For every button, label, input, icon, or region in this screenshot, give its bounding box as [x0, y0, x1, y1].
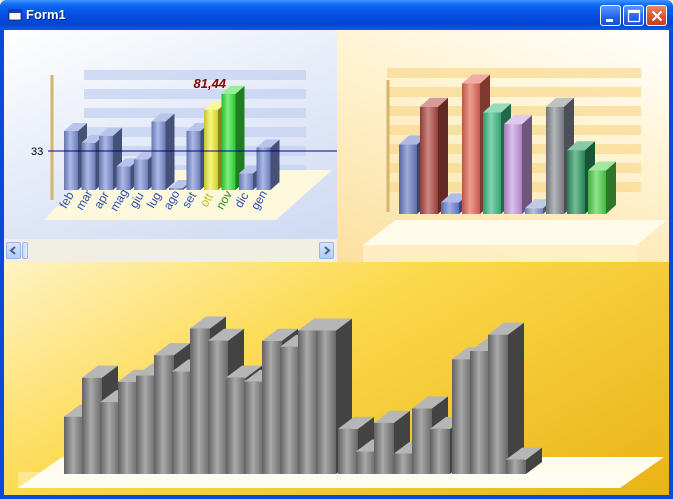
chart-floor	[363, 220, 667, 245]
scroll-right-button[interactable]	[319, 242, 334, 259]
bar-series-2	[420, 97, 448, 214]
chart-top-right	[363, 68, 667, 262]
form-icon[interactable]	[8, 8, 22, 22]
chevron-left-icon	[9, 246, 16, 255]
x-tick-label-giu: giu	[126, 190, 146, 211]
form-client-area: 33 81,44 feb mar apr mag giu lug ago set ott nov dic…	[4, 30, 669, 495]
chart-reflection	[18, 472, 620, 488]
bar-lug	[151, 113, 175, 190]
bar-gen	[256, 139, 280, 190]
data-value-label: 81,44	[194, 76, 227, 91]
x-tick-label-dic: dic	[232, 190, 252, 210]
bar-series-6	[504, 115, 532, 214]
chart-panel-top-right	[337, 30, 669, 262]
chart-reflection	[363, 245, 637, 262]
window-title: Form1	[26, 7, 66, 22]
bar-series-10	[588, 161, 616, 214]
grid-band	[84, 89, 306, 99]
chart-panel-top-left: 33 81,44 feb mar apr mag giu lug ago set ott nov dic…	[4, 30, 337, 262]
grid-band	[84, 108, 306, 118]
scrollbar-thumb[interactable]	[22, 242, 28, 259]
grid-band	[387, 68, 641, 78]
chart-panel-bottom	[4, 262, 669, 495]
close-button[interactable]	[646, 5, 667, 26]
chart-bottom	[18, 316, 664, 488]
chart-top-left: 3381,44febmaraprmaggiulugagosetottnovdic…	[31, 70, 337, 220]
chevron-right-icon	[324, 246, 331, 255]
horizontal-scrollbar[interactable]	[4, 239, 337, 262]
close-icon	[651, 10, 663, 22]
scroll-left-button[interactable]	[6, 242, 21, 259]
maximize-button[interactable]	[623, 5, 644, 26]
grid-band	[84, 70, 306, 80]
bar-24	[488, 322, 524, 474]
minimize-button[interactable]	[600, 5, 621, 26]
minimize-icon	[606, 19, 613, 22]
bar-nov	[221, 85, 245, 190]
grid-band	[387, 106, 641, 116]
maximize-icon	[627, 9, 641, 23]
grid-band	[387, 87, 641, 97]
x-tick-label-lug: lug	[144, 190, 164, 211]
reference-label: 33	[31, 146, 43, 158]
title-bar[interactable]: Form1	[0, 0, 673, 30]
bar-25	[506, 447, 542, 474]
